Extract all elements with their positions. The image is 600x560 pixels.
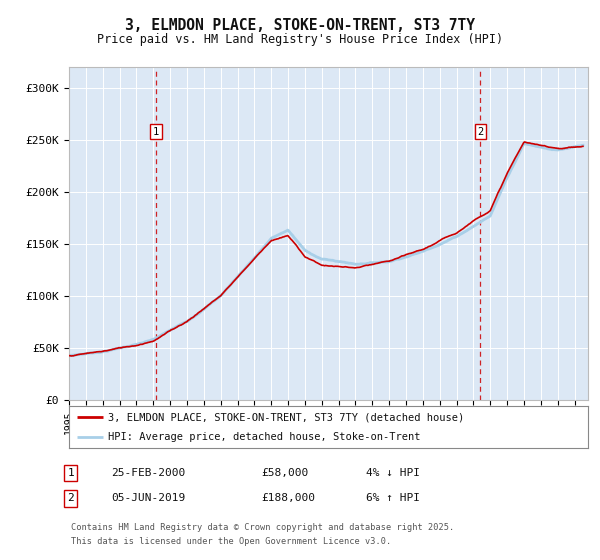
Text: 25-FEB-2000: 25-FEB-2000 (111, 468, 185, 478)
Text: £58,000: £58,000 (261, 468, 308, 478)
Text: Price paid vs. HM Land Registry's House Price Index (HPI): Price paid vs. HM Land Registry's House … (97, 32, 503, 46)
Text: 1: 1 (152, 127, 159, 137)
Text: HPI: Average price, detached house, Stoke-on-Trent: HPI: Average price, detached house, Stok… (108, 432, 421, 442)
Text: 1: 1 (67, 468, 74, 478)
Text: 2: 2 (67, 493, 74, 503)
Text: 3, ELMDON PLACE, STOKE-ON-TRENT, ST3 7TY: 3, ELMDON PLACE, STOKE-ON-TRENT, ST3 7TY (125, 18, 475, 32)
Text: 05-JUN-2019: 05-JUN-2019 (111, 493, 185, 503)
Text: 4% ↓ HPI: 4% ↓ HPI (366, 468, 420, 478)
Text: 2: 2 (478, 127, 484, 137)
Text: 3, ELMDON PLACE, STOKE-ON-TRENT, ST3 7TY (detached house): 3, ELMDON PLACE, STOKE-ON-TRENT, ST3 7TY… (108, 412, 464, 422)
Text: 6% ↑ HPI: 6% ↑ HPI (366, 493, 420, 503)
Text: Contains HM Land Registry data © Crown copyright and database right 2025.: Contains HM Land Registry data © Crown c… (71, 523, 454, 532)
Text: This data is licensed under the Open Government Licence v3.0.: This data is licensed under the Open Gov… (71, 537, 391, 546)
Text: £188,000: £188,000 (261, 493, 315, 503)
